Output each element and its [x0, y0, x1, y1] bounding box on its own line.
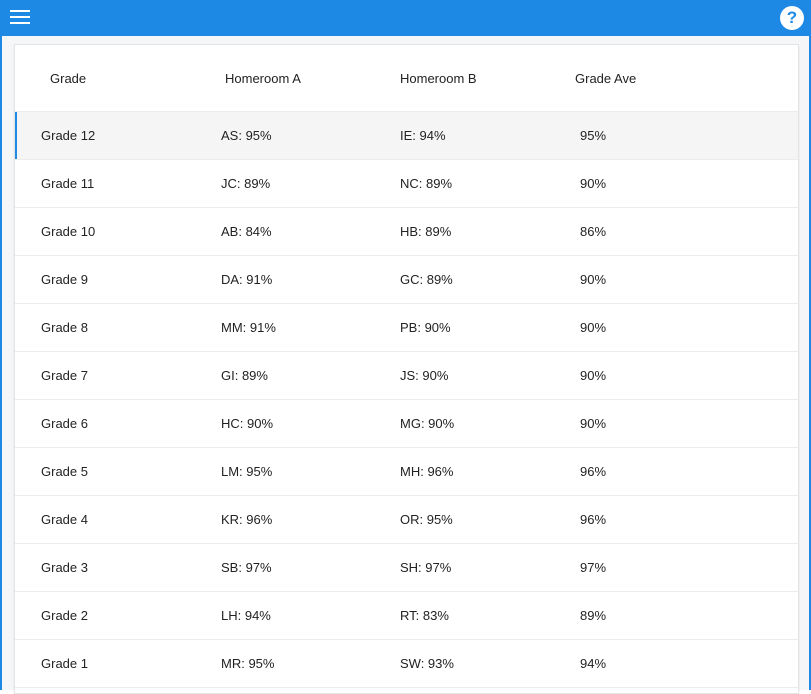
homeroom-a-cell: KR: 96%	[221, 512, 273, 527]
grade-cell: Grade 5	[41, 464, 88, 479]
table-row[interactable]: Grade 3 SB: 97% SH: 97% 97%	[15, 544, 798, 592]
homeroom-b-cell: JS: 90%	[400, 368, 449, 383]
table-row[interactable]: Grade 8 MM: 91% PB: 90% 90%	[15, 304, 798, 352]
hamburger-menu-icon[interactable]	[10, 10, 32, 27]
table-row[interactable]: Grade 11 JC: 89% NC: 89% 90%	[15, 160, 798, 208]
homeroom-b-cell: SW: 93%	[400, 656, 454, 671]
homeroom-a-cell: JC: 89%	[221, 176, 271, 191]
table-row[interactable]: Grade 12 AS: 95% IE: 94% 95%	[15, 112, 798, 160]
homeroom-b-cell: OR: 95%	[400, 512, 453, 527]
grade-cell: Grade 4	[41, 512, 88, 527]
homeroom-a-cell: LH: 94%	[221, 608, 271, 623]
grade-ave-cell: 90%	[580, 368, 607, 383]
grade-cell: Grade 2	[41, 608, 88, 623]
header-homeroom-a[interactable]: Homeroom A	[225, 71, 301, 86]
grade-ave-cell: 90%	[580, 416, 607, 431]
homeroom-a-cell: LM: 95%	[221, 464, 273, 479]
grade-cell: Grade 6	[41, 416, 88, 431]
table-row[interactable]: Grade 6 HC: 90% MG: 90% 90%	[15, 400, 798, 448]
header-homeroom-b[interactable]: Homeroom B	[400, 71, 477, 86]
grade-ave-cell: 90%	[580, 320, 607, 335]
grade-cell: Grade 1	[41, 656, 88, 671]
table-row[interactable]: Grade 2 LH: 94% RT: 83% 89%	[15, 592, 798, 640]
homeroom-b-cell: NC: 89%	[400, 176, 453, 191]
grade-cell: Grade 3	[41, 560, 88, 575]
grade-cell: Grade 7	[41, 368, 88, 383]
grade-cell: Grade 10	[41, 224, 96, 239]
homeroom-b-cell: SH: 97%	[400, 560, 452, 575]
table-body: Grade 12 AS: 95% IE: 94% 95% Grade 11 JC: 89%…	[15, 112, 798, 688]
table-row[interactable]: Grade 4 KR: 96% OR: 95% 96%	[15, 496, 798, 544]
grade-ave-cell: 86%	[580, 224, 607, 239]
homeroom-a-cell: HC: 90%	[221, 416, 274, 431]
homeroom-b-cell: IE: 94%	[400, 128, 446, 143]
table-row[interactable]: Grade 10 AB: 84% HB: 89% 86%	[15, 208, 798, 256]
table-row[interactable]: Grade 7 GI: 89% JS: 90% 90%	[15, 352, 798, 400]
header-grade-ave[interactable]: Grade Ave	[575, 71, 637, 86]
grades-table: Grade Homeroom A Homeroom B Grade Ave Gr…	[14, 44, 799, 694]
homeroom-a-cell: GI: 89%	[221, 368, 268, 383]
grade-ave-cell: 94%	[580, 656, 607, 671]
homeroom-b-cell: HB: 89%	[400, 224, 452, 239]
table-row[interactable]: Grade 5 LM: 95% MH: 96% 96%	[15, 448, 798, 496]
table-row[interactable]: Grade 1 MR: 95% SW: 93% 94%	[15, 640, 798, 688]
homeroom-a-cell: AB: 84%	[221, 224, 272, 239]
homeroom-b-cell: RT: 83%	[400, 608, 449, 623]
homeroom-a-cell: MM: 91%	[221, 320, 276, 335]
grade-ave-cell: 89%	[580, 608, 607, 623]
homeroom-b-cell: GC: 89%	[400, 272, 453, 287]
homeroom-a-cell: SB: 97%	[221, 560, 272, 575]
grade-ave-cell: 96%	[580, 512, 607, 527]
table-row[interactable]: Grade 9 DA: 91% GC: 89% 90%	[15, 256, 798, 304]
homeroom-a-cell: DA: 91%	[221, 272, 273, 287]
homeroom-b-cell: MG: 90%	[400, 416, 455, 431]
homeroom-a-cell: MR: 95%	[221, 656, 275, 671]
grade-ave-cell: 90%	[580, 272, 607, 287]
header-grade[interactable]: Grade	[50, 71, 87, 86]
grade-ave-cell: 96%	[580, 464, 607, 479]
homeroom-b-cell: MH: 96%	[400, 464, 454, 479]
help-icon[interactable]: ?	[780, 6, 804, 30]
homeroom-b-cell: PB: 90%	[400, 320, 451, 335]
top-toolbar: ?	[2, 0, 811, 36]
homeroom-a-cell: AS: 95%	[221, 128, 272, 143]
grade-cell: Grade 9	[41, 272, 88, 287]
grade-cell: Grade 8	[41, 320, 88, 335]
grade-ave-cell: 95%	[580, 128, 607, 143]
grade-ave-cell: 97%	[580, 560, 607, 575]
grade-cell: Grade 12	[41, 128, 96, 143]
grade-cell: Grade 11	[41, 176, 95, 191]
grade-ave-cell: 90%	[580, 176, 607, 191]
table-header: Grade Homeroom A Homeroom B Grade Ave	[15, 45, 798, 112]
